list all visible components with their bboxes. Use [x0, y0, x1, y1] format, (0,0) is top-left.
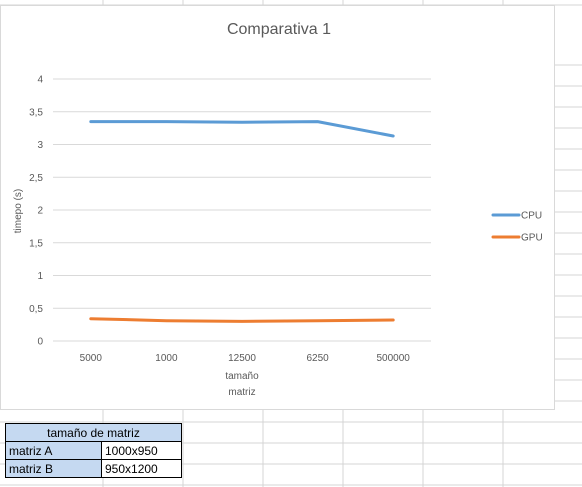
y-tick-label: 0,5 — [29, 304, 43, 315]
table-row: matriz A 1000x950 — [5, 441, 182, 460]
row-label-cell[interactable]: matriz B — [5, 459, 102, 478]
y-axis-title: timepo (s) — [13, 189, 24, 233]
row-value-cell[interactable]: 1000x950 — [101, 441, 182, 460]
y-tick-label: 0 — [37, 337, 43, 348]
series-lines — [89, 120, 395, 323]
row-value-cell[interactable]: 950x1200 — [101, 459, 182, 478]
chart-title: Comparativa 1 — [227, 21, 331, 38]
y-tick-labels: 0 0,5 1 1,5 2 2,5 3 3,5 4 — [29, 75, 43, 348]
legend-label: CPU — [521, 211, 542, 222]
y-tick-label: 1,5 — [29, 238, 43, 249]
chart-area[interactable]: Comparativa 1 0 0,5 1 1,5 2 2,5 3 3,5 4 5000 1000… — [0, 5, 555, 410]
x-tick-label: 6250 — [306, 353, 329, 364]
series-line-cpu — [89, 120, 395, 138]
x-tick-label: 12500 — [228, 353, 256, 364]
y-tick-label: 2,5 — [29, 173, 43, 184]
line-chart: Comparativa 1 0 0,5 1 1,5 2 2,5 3 3,5 4 5000 1000… — [13, 21, 543, 398]
y-tick-label: 3 — [37, 140, 43, 151]
x-tick-label: 1000 — [155, 353, 178, 364]
row-label-cell[interactable]: matriz A — [5, 441, 102, 460]
x-tick-label: 500000 — [377, 353, 411, 364]
table-row: matriz B 950x1200 — [5, 459, 182, 478]
legend: CPU GPU — [491, 211, 543, 244]
table-header-row: tamaño de matriz — [5, 423, 182, 442]
y-tick-label: 4 — [37, 75, 43, 86]
legend-label: GPU — [521, 233, 543, 244]
table-header-cell[interactable]: tamaño de matriz — [5, 423, 182, 442]
x-axis-title: tamaño matriz — [225, 371, 259, 398]
y-tick-label: 2 — [37, 206, 43, 217]
gridlines — [53, 78, 431, 342]
matrix-size-table: tamaño de matriz matriz A 1000x950 matri… — [5, 423, 182, 478]
series-line-gpu — [89, 317, 395, 323]
y-tick-label: 1 — [37, 271, 43, 282]
y-tick-label: 3,5 — [29, 107, 43, 118]
x-tick-labels: 5000 1000 12500 6250 500000 — [80, 353, 411, 364]
x-tick-label: 5000 — [80, 353, 103, 364]
x-axis-title-line: tamaño — [225, 371, 259, 382]
x-axis-title-line: matriz — [228, 387, 255, 398]
